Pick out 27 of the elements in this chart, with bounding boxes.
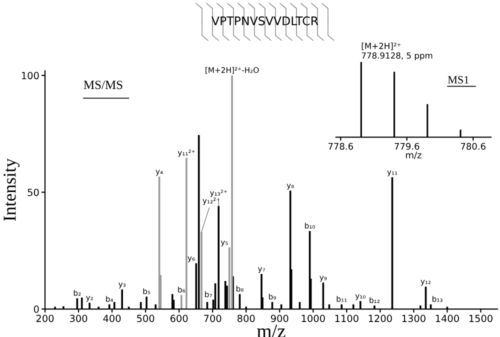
x-tick-label: 800 (237, 314, 255, 322)
x-tick-label: 780.6 (460, 142, 486, 150)
x-tick-label: 1300 (402, 314, 426, 322)
x-tick-label: 779.6 (394, 142, 420, 150)
x-tick-label: 400 (103, 314, 121, 322)
x-tick-label: 900 (270, 314, 288, 322)
x-tick-label: 1000 (302, 314, 325, 322)
x-tick-label: 300 (70, 314, 88, 322)
x-tick-label: 778.6 (328, 142, 353, 150)
annotation: MS/MS (84, 80, 122, 90)
x-tick-label: 600 (170, 314, 188, 322)
y-tick-label: 0 (34, 306, 39, 313)
x-tick-label: 1200 (368, 314, 392, 322)
x-tick-label: 700 (204, 314, 222, 322)
text: [M+2H]²⁺ (362, 42, 401, 50)
x-tick-label: 1500 (469, 314, 492, 322)
annotation: MS1 (448, 76, 469, 84)
x-tick-label: 1100 (335, 314, 358, 322)
y-tick-label: 50 (28, 188, 39, 196)
x-tick-label: 200 (36, 314, 54, 322)
x-tick-label: 500 (137, 314, 154, 322)
y-tick-label: 100 (22, 72, 39, 80)
text: VPTPNVSVVDLTCR (212, 16, 318, 26)
text: 778.9128, 5 ppm (362, 52, 432, 60)
y-axis-title: Intensity (4, 158, 20, 221)
x-axis-title: m/z (406, 152, 422, 160)
x-tick-label: 1400 (436, 314, 459, 322)
